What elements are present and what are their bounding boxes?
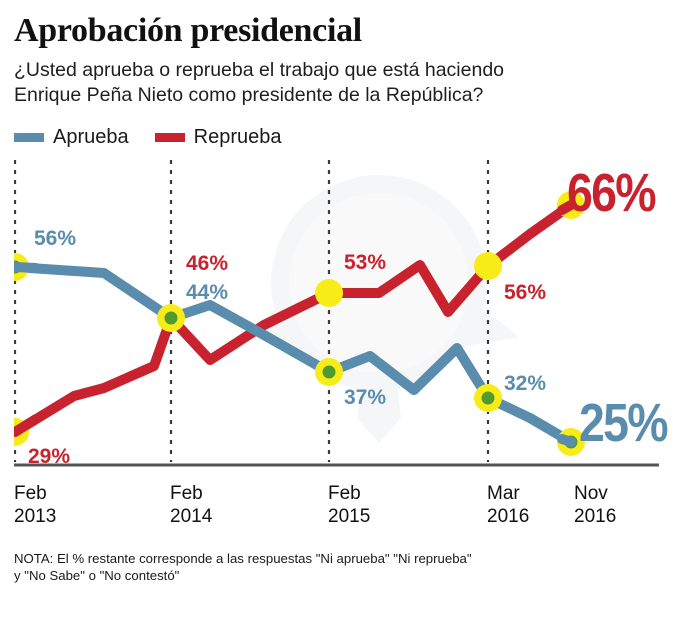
label-aprueba-nov-2016: 25% (579, 393, 669, 453)
axis-tick-month: Feb (170, 483, 203, 504)
axis-tick-feb-2015: Feb 2015 (328, 482, 370, 528)
marker-reprueba-feb-2015 (315, 279, 343, 307)
axis-tick-nov-2016: Nov 2016 (574, 482, 616, 528)
chart-legend: Aprueba Reprueba (14, 124, 659, 150)
subtitle-line-1: ¿Usted aprueba o reprueba el trabajo que… (14, 59, 505, 81)
label-aprueba-feb-2013: 56% (34, 227, 77, 250)
chart-plot-area (14, 160, 659, 467)
legend-label-aprueba: Aprueba (53, 126, 129, 148)
marker-core-aprueba-feb-2015 (322, 365, 336, 379)
legend-item-aprueba: Aprueba (14, 127, 129, 147)
legend-label-reprueba: Reprueba (193, 126, 282, 148)
chart-note-line-2: y "No Sabe" o "No contestó" (14, 568, 180, 583)
chart-note: NOTA: El % restante corresponde a las re… (14, 550, 654, 584)
page-subtitle: ¿Usted aprueba o reprueba el trabajo que… (14, 58, 614, 108)
axis-tick-year: 2016 (487, 506, 530, 527)
axis-tick-year: 2016 (574, 506, 617, 527)
label-reprueba-nov-2016: 66% (567, 163, 657, 223)
axis-tick-feb-2014: Feb 2014 (170, 482, 212, 528)
legend-swatch-reprueba (154, 132, 185, 142)
x-axis-labels: Feb 2013 Feb 2014 Feb 2015 Mar 2016 Nov … (14, 482, 659, 534)
label-reprueba-feb-2013: 29% (28, 445, 71, 468)
chart-note-line-1: NOTA: El % restante corresponde a las re… (14, 551, 472, 566)
label-aprueba-mar-2016: 32% (504, 372, 547, 395)
legend-swatch-aprueba (14, 132, 44, 142)
marker-line-overlays (14, 200, 576, 447)
axis-tick-month: Mar (487, 483, 520, 504)
label-aprueba-feb-2015: 37% (344, 386, 387, 409)
label-reprueba-mar-2016: 56% (504, 281, 547, 304)
axis-tick-mar-2016: Mar 2016 (487, 482, 529, 528)
axis-tick-month: Feb (14, 483, 47, 504)
label-aprueba-feb-2014: 44% (186, 281, 229, 304)
axis-tick-year: 2015 (328, 506, 371, 527)
line-chart: 56% 29% 46% 44% 53% 37% 56% 32% 66% 25% (14, 160, 669, 480)
subtitle-line-2: Enrique Peña Nieto como presidente de la… (14, 84, 484, 106)
label-reprueba-feb-2015: 53% (344, 251, 387, 274)
data-point-markers (14, 191, 585, 456)
axis-tick-year: 2013 (14, 506, 57, 527)
legend-item-reprueba: Reprueba (154, 126, 282, 148)
marker-core-aprueba-mar-2016 (481, 391, 495, 405)
axis-tick-month: Nov (574, 483, 608, 504)
axis-tick-month: Feb (328, 483, 361, 504)
chart-gridlines (14, 160, 490, 462)
marker-core-crossover-feb-2014 (164, 311, 178, 325)
marker-reprueba-mar-2016 (474, 252, 502, 280)
axis-tick-feb-2013: Feb 2013 (14, 482, 56, 528)
label-reprueba-feb-2014: 46% (186, 252, 229, 275)
page-title: Aprobación presidencial (14, 12, 362, 49)
axis-tick-year: 2014 (170, 506, 213, 527)
